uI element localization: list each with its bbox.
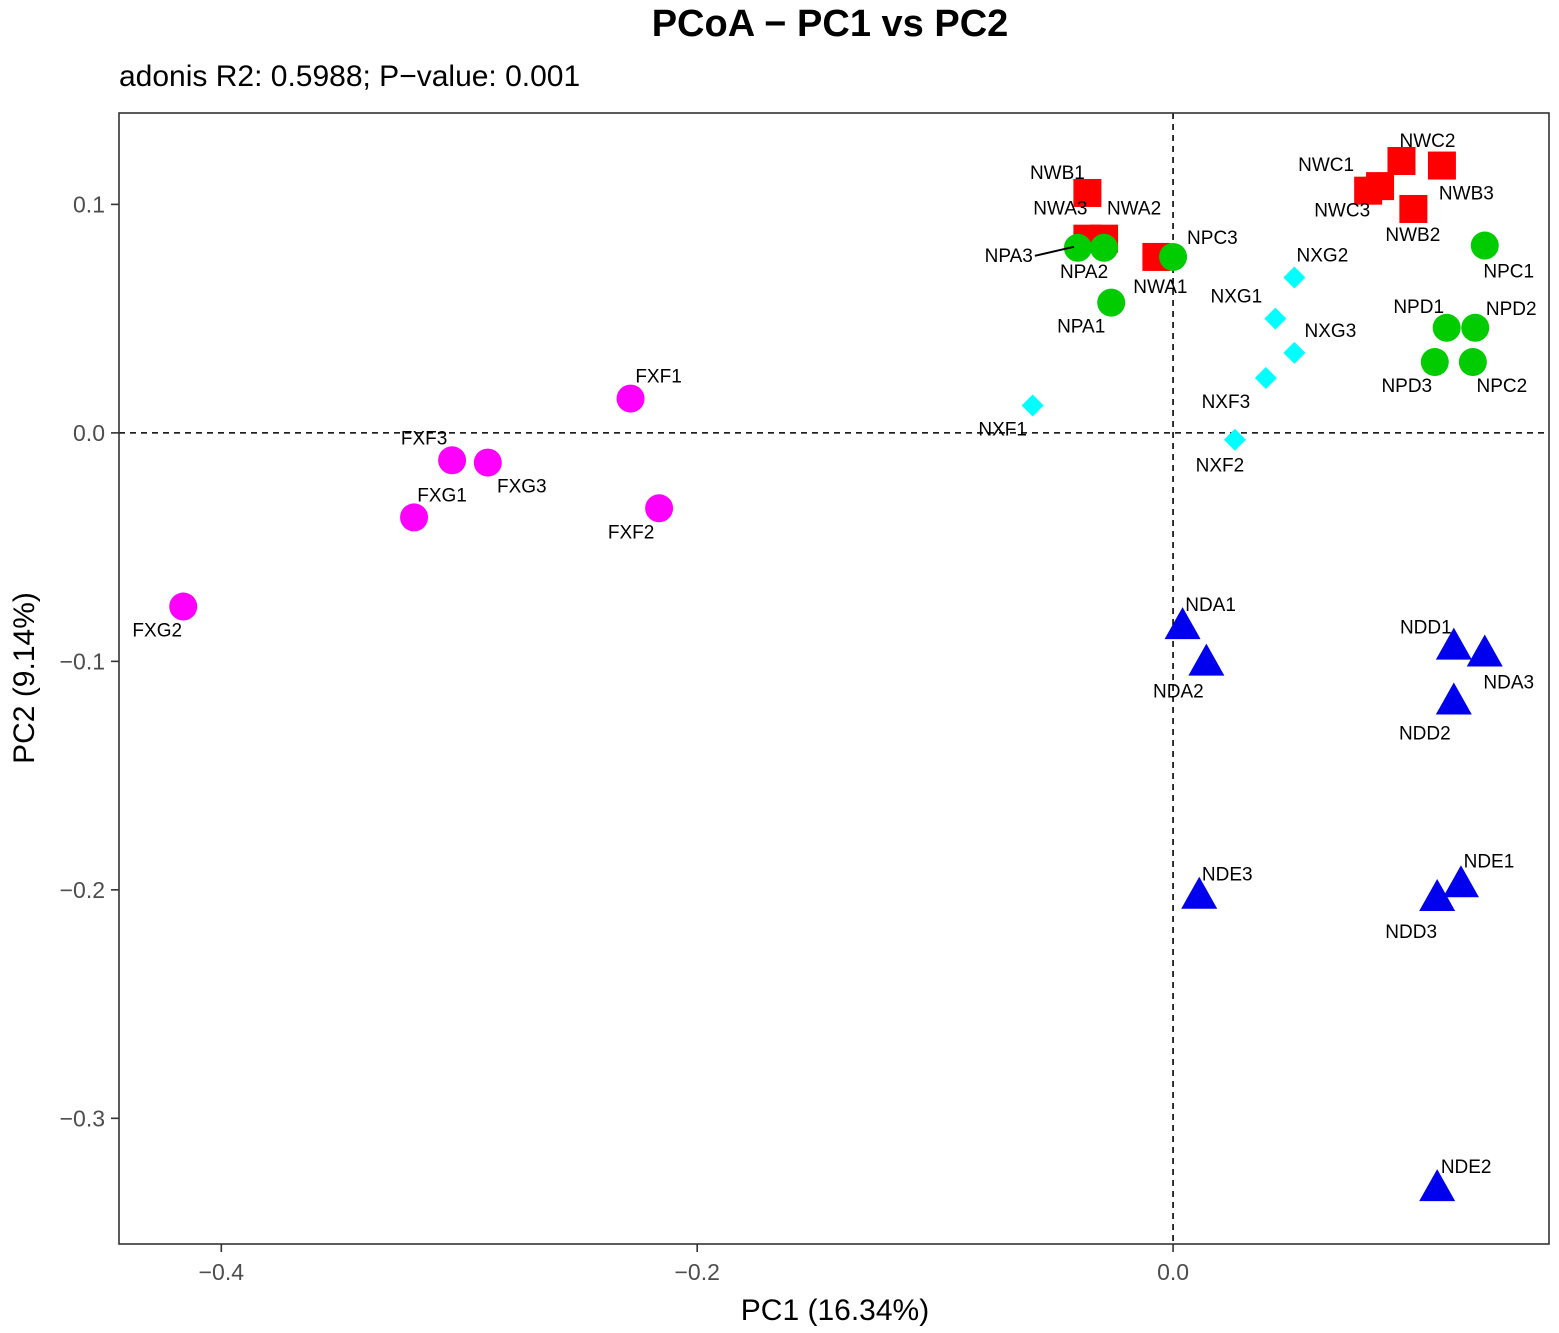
point-nxg2 xyxy=(1283,266,1306,289)
point-npa2 xyxy=(1090,233,1119,262)
point-nda1 xyxy=(1164,607,1201,640)
chart-title: PCoA − PC1 vs PC2 xyxy=(652,3,1009,45)
point-label-nde3: NDE3 xyxy=(1202,865,1253,886)
x-tick-label: 0.0 xyxy=(1157,1259,1189,1285)
point-nwc2 xyxy=(1387,146,1416,175)
point-ndd2 xyxy=(1435,682,1472,715)
point-label-npa3: NPA3 xyxy=(985,246,1033,267)
y-tick-label: −0.1 xyxy=(60,648,105,674)
point-label-nwa2: NWA2 xyxy=(1107,199,1161,220)
point-label-nxf3: NXF3 xyxy=(1202,392,1251,413)
point-label-fxg1: FXG1 xyxy=(417,485,467,506)
point-label-nda1: NDA1 xyxy=(1185,595,1236,616)
point-label-ndd3: NDD3 xyxy=(1385,922,1437,943)
point-npa3 xyxy=(1063,233,1092,262)
point-npd3 xyxy=(1420,348,1449,377)
point-label-nde1: NDE1 xyxy=(1464,851,1515,872)
x-tick-label: −0.4 xyxy=(199,1259,245,1285)
point-label-nwb1: NWB1 xyxy=(1030,163,1085,184)
point-nda2 xyxy=(1188,643,1225,676)
point-label-npa1: NPA1 xyxy=(1057,317,1105,338)
point-label-nwc3: NWC3 xyxy=(1314,201,1370,222)
point-nxf3 xyxy=(1254,367,1277,390)
point-nxg1 xyxy=(1264,307,1287,330)
point-label-fxg3: FXG3 xyxy=(497,477,547,498)
point-nwb1 xyxy=(1073,178,1102,207)
point-label-nxg2: NXG2 xyxy=(1297,246,1349,267)
point-npd2 xyxy=(1461,313,1490,342)
point-label-npd1: NPD1 xyxy=(1393,297,1444,318)
point-nda3 xyxy=(1466,634,1503,667)
point-fxf1 xyxy=(616,384,645,413)
point-npc2 xyxy=(1458,348,1487,377)
point-fxg1 xyxy=(400,503,429,532)
point-label-nde2: NDE2 xyxy=(1441,1157,1492,1178)
point-label-nwc2: NWC2 xyxy=(1399,131,1455,152)
point-label-ndd1: NDD1 xyxy=(1400,618,1452,639)
point-label-ndd2: NDD2 xyxy=(1399,723,1451,744)
point-label-nwa1: NWA1 xyxy=(1133,277,1187,298)
point-nde1 xyxy=(1442,865,1479,898)
data-points xyxy=(169,146,1503,1202)
point-label-nda2: NDA2 xyxy=(1153,682,1204,703)
chart-subtitle: adonis R2: 0.5988; P−value: 0.001 xyxy=(119,60,580,93)
point-label-fxf2: FXF2 xyxy=(608,522,654,543)
y-tick-label: 0.1 xyxy=(73,191,105,217)
point-label-fxf1: FXF1 xyxy=(635,367,681,388)
point-nde3 xyxy=(1181,876,1218,909)
point-ndd3 xyxy=(1419,878,1456,911)
point-label-nxg1: NXG1 xyxy=(1210,287,1262,308)
point-nde2 xyxy=(1419,1169,1456,1202)
point-fxf2 xyxy=(645,494,674,523)
point-nwb2 xyxy=(1399,194,1428,223)
label-leader-npa3 xyxy=(1034,245,1075,257)
x-tick-label: −0.2 xyxy=(674,1259,719,1285)
point-fxg3 xyxy=(473,448,502,477)
point-label-fxg2: FXG2 xyxy=(132,621,182,642)
point-label-nda3: NDA3 xyxy=(1483,673,1534,694)
point-npd1 xyxy=(1432,313,1461,342)
y-axis-title: PC2 (9.14%) xyxy=(8,592,41,764)
point-label-fxf3: FXF3 xyxy=(401,428,447,449)
plot-area: −0.4 −0.2 0.00.10.0−0.1−0.2−0.3FXF1FXF2FXF… xyxy=(60,112,1550,1285)
point-label-npd2: NPD2 xyxy=(1486,299,1537,320)
point-fxg2 xyxy=(169,592,198,621)
y-tick-label: −0.3 xyxy=(60,1105,105,1131)
point-label-npc3: NPC3 xyxy=(1187,228,1238,249)
point-ndd1 xyxy=(1435,627,1472,660)
point-label-nwa3: NWA3 xyxy=(1033,199,1087,220)
point-label-nwb3: NWB3 xyxy=(1439,184,1494,205)
point-label-nxf1: NXF1 xyxy=(978,419,1027,440)
point-nxg3 xyxy=(1283,341,1306,364)
point-label-nwb2: NWB2 xyxy=(1385,225,1440,246)
point-label-npa2: NPA2 xyxy=(1060,262,1108,283)
point-nwc3 xyxy=(1354,176,1383,205)
point-label-npc2: NPC2 xyxy=(1477,376,1528,397)
point-label-nxf2: NXF2 xyxy=(1196,456,1245,477)
point-label-npc1: NPC1 xyxy=(1483,262,1534,283)
point-npa1 xyxy=(1097,288,1126,317)
point-nxf1 xyxy=(1021,394,1044,417)
point-nxf2 xyxy=(1223,428,1246,451)
point-npc1 xyxy=(1470,231,1499,260)
point-fxf3 xyxy=(438,446,467,475)
point-label-nwc1: NWC1 xyxy=(1298,155,1354,176)
data-point-labels: FXF1 FXF2 FXF3 FXG1 FXG2 FXG3 NWA1 NWA2 NWA3 NWB1… xyxy=(132,131,1536,1178)
y-tick-label: −0.2 xyxy=(60,877,105,903)
x-axis-title: PC1 (16.34%) xyxy=(741,1294,929,1327)
point-label-npd3: NPD3 xyxy=(1381,376,1432,397)
point-nwb3 xyxy=(1427,151,1456,180)
point-label-nxg3: NXG3 xyxy=(1305,321,1357,342)
plot-panel-border xyxy=(118,112,1550,1245)
y-tick-label: 0.0 xyxy=(73,420,105,446)
point-npc3 xyxy=(1159,242,1188,271)
